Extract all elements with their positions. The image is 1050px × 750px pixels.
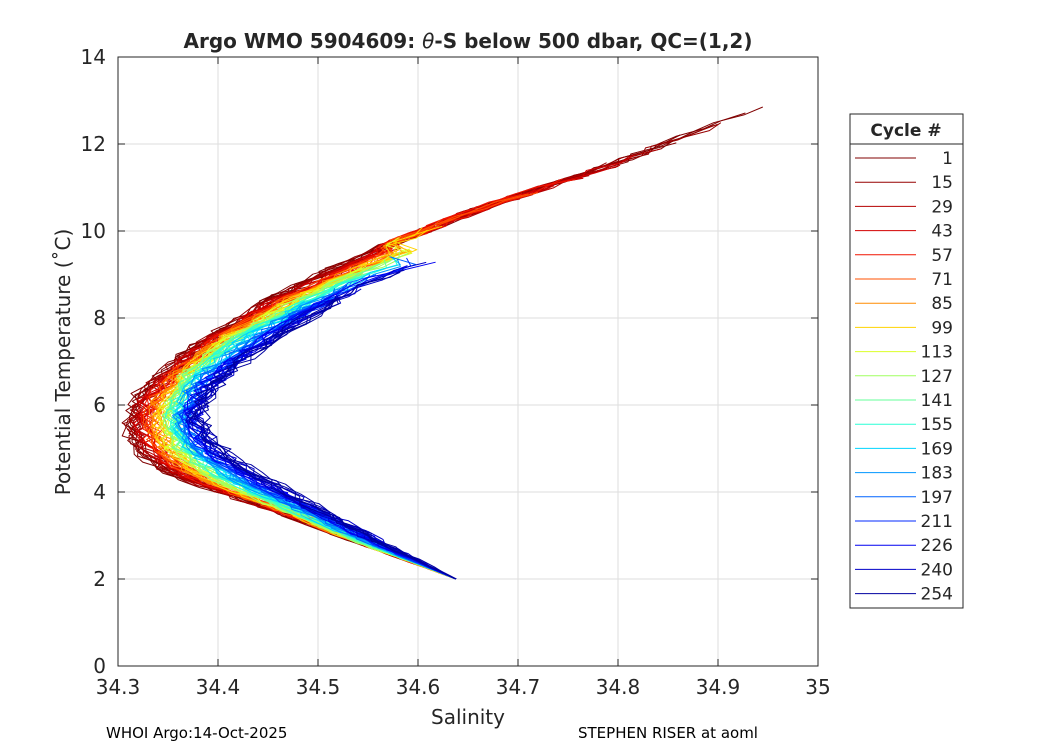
x-axis-ticks: 34.3 34.4 34.5 34.6 34.7 34.8 34.9 35 (96, 57, 831, 699)
x-tick-label: 34.6 (396, 675, 441, 699)
y-tick-label: 0 (93, 654, 106, 678)
footer-left: WHOI Argo:14-Oct-2025 (106, 724, 288, 742)
legend-entry-label: 127 (921, 367, 953, 387)
legend-title: Cycle # (870, 121, 941, 141)
cycle-profile-line (188, 296, 457, 580)
y-tick-label: 4 (93, 480, 106, 504)
legend-entry-label: 1 (942, 149, 953, 169)
x-tick-label: 34.8 (596, 675, 641, 699)
footer-right: STEPHEN RISER at aoml (578, 724, 758, 742)
legend-entry-label: 57 (931, 246, 953, 266)
cycle-profile-line (189, 299, 457, 580)
x-tick-label: 34.7 (496, 675, 541, 699)
legend-entry-label: 141 (921, 391, 953, 411)
x-tick-label: 34.4 (196, 675, 241, 699)
legend-entry-label: 183 (921, 464, 953, 484)
legend: Cycle # 1 15 29 43 57 71 85 99 113 127 141 155 169 18… (849, 113, 964, 609)
legend-entry-label: 254 (921, 585, 953, 605)
x-axis-label: Salinity (431, 705, 505, 729)
y-tick-label: 14 (81, 45, 106, 69)
x-tick-label: 34.9 (696, 675, 741, 699)
y-axis-ticks: 0 2 4 6 8 10 12 14 (81, 45, 818, 678)
legend-entry-label: 240 (921, 560, 953, 580)
legend-entry-label: 211 (921, 512, 953, 532)
profile-curves (121, 106, 763, 580)
cycle-profile-line (194, 299, 457, 580)
y-axis-label: Potential Temperature (˚C) (51, 229, 75, 496)
legend-entry-label: 155 (921, 415, 953, 435)
y-tick-label: 8 (93, 306, 106, 330)
legend-entries: 1 15 29 43 57 71 85 99 113 127 141 155 169 183 197 211 2… (855, 149, 953, 605)
legend-entry-label: 197 (921, 488, 953, 508)
x-tick-label: 34.3 (96, 675, 141, 699)
legend-entry-label: 226 (921, 536, 953, 556)
x-tick-label: 35 (805, 675, 830, 699)
chart-title: Argo WMO 5904609: θ-S below 500 dbar, QC… (184, 29, 753, 53)
legend-entry-label: 169 (921, 439, 953, 459)
legend-entry-label: 85 (931, 294, 953, 314)
legend-entry-label: 71 (931, 270, 953, 290)
y-tick-label: 2 (93, 567, 106, 591)
y-tick-label: 12 (81, 132, 106, 156)
y-tick-label: 6 (93, 393, 106, 417)
legend-entry-label: 43 (931, 222, 953, 242)
cycle-profile-line (135, 204, 497, 580)
legend-entry-label: 113 (921, 343, 953, 363)
legend-entry-label: 99 (931, 318, 953, 338)
plot-frame (117, 56, 819, 667)
y-tick-label: 10 (81, 219, 106, 243)
legend-box (849, 113, 964, 609)
legend-entry-label: 15 (931, 173, 953, 193)
legend-entry-label: 29 (931, 197, 953, 217)
x-tick-label: 34.5 (296, 675, 341, 699)
